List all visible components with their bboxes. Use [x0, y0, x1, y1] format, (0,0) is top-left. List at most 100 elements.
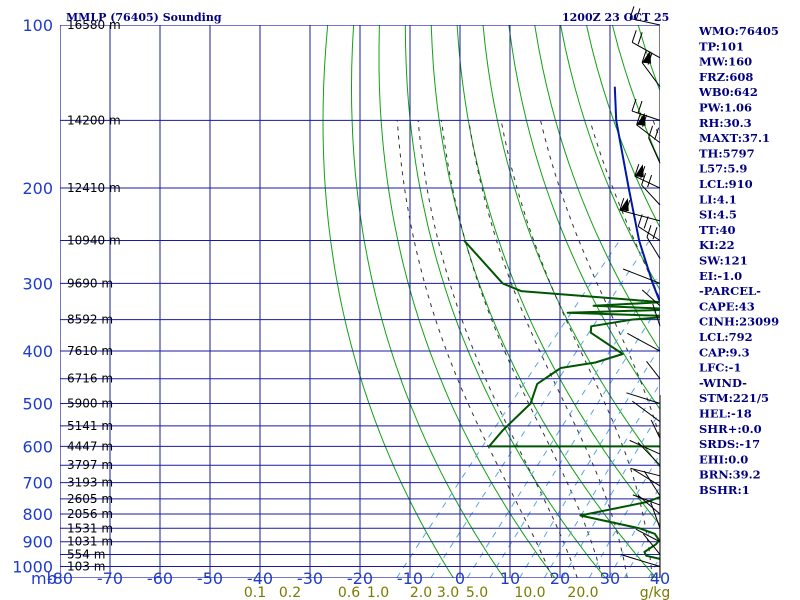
index-ehi: EHI:0.0 [699, 452, 748, 466]
dry-adiabat [560, 25, 660, 291]
height-label: 1531 m [67, 521, 113, 535]
mixing-ratio-label: g/kg [640, 585, 671, 600]
mixing-ratio-label: 20.0 [567, 585, 598, 600]
mixing-ratio-label: 5.0 [466, 585, 488, 600]
mixing-ratio-line [588, 452, 660, 578]
mixing-ratio-line [623, 512, 660, 578]
wind-barb [629, 439, 661, 455]
wind-barb-feather [636, 112, 642, 125]
index-sw: SW:121 [699, 254, 748, 268]
index-cinh: CINH:23099 [699, 315, 779, 329]
mixing-ratio-label: 0.6 [338, 585, 360, 600]
index-cap: CAP:9.3 [699, 345, 750, 359]
temperature-tick-label: -70 [97, 569, 123, 588]
wind-barb [626, 392, 661, 404]
height-label: 5141 m [67, 419, 113, 433]
mixing-ratio-line [608, 485, 660, 578]
wind-barb [643, 470, 661, 496]
mixing-ratio-line [543, 382, 660, 578]
index-th: TH:5797 [699, 146, 755, 160]
wind-barb-feather [637, 32, 643, 45]
wind-barb-pennant [636, 112, 646, 126]
index-ki: KI:22 [699, 238, 735, 252]
wind-barb-pennant [634, 164, 644, 178]
index-lcl: LCL:792 [699, 330, 753, 344]
dry-adiabat [768, 25, 800, 578]
wind-barb [633, 469, 661, 487]
height-label: 16580 m [67, 18, 121, 32]
index-pw: PW:1.06 [699, 101, 752, 115]
parcel-trace [613, 86, 660, 305]
wind-barb [637, 494, 661, 515]
wind-barb-pennant [619, 198, 629, 212]
wind-barb-pennant [642, 50, 652, 64]
height-label: 3797 m [67, 458, 113, 472]
wind-barb [641, 184, 661, 206]
wind-barb [620, 554, 661, 568]
temperature-tick-label: -10 [397, 569, 423, 588]
mixing-ratio-label: 0.2 [279, 585, 301, 600]
mixing-ratio-label: 1.0 [367, 585, 389, 600]
wind-barb-feather [647, 174, 653, 188]
height-label: 5900 m [67, 397, 113, 411]
wind-barb [622, 268, 661, 284]
index-tt: TT:40 [699, 223, 736, 237]
temperature-tick-label: -20 [347, 569, 373, 588]
height-label: 6716 m [67, 372, 113, 386]
height-label: 103 m [67, 560, 105, 574]
moist-adiabat [417, 120, 578, 578]
temperature-tick-label: -40 [247, 569, 273, 588]
wind-barb [650, 502, 661, 529]
time-title: 1200Z 23 OCT 25 [562, 11, 669, 24]
wind-barb-feather [652, 227, 658, 240]
wind-barb [642, 533, 661, 555]
wind-barbs [619, 6, 661, 578]
temperature-tick-label: -60 [147, 569, 173, 588]
pressure-axis-label: mb [31, 569, 57, 588]
index-brn: BRN:39.2 [699, 468, 761, 482]
wind-barb [637, 442, 661, 466]
index-li: LI:4.1 [699, 192, 737, 206]
wind-barb [641, 289, 661, 307]
mixing-ratio-line [562, 410, 660, 578]
wind-barb-feather [637, 214, 643, 227]
wind-barb [632, 494, 661, 506]
wind-barb-feather [637, 100, 643, 114]
wind-barb [629, 17, 661, 26]
dry-adiabat [586, 25, 660, 229]
height-label: 10940 m [67, 233, 121, 247]
index-wmo: WMO:76405 [698, 24, 779, 38]
pressure-level-label: 700 [22, 474, 53, 493]
wind-barb [641, 62, 661, 88]
index-lfc: LFC:-1 [699, 361, 741, 375]
temperature-tick-label: 0 [455, 569, 465, 588]
wind-barb-feather [646, 225, 652, 238]
height-label: 7610 m [67, 344, 113, 358]
wind-barb [627, 332, 661, 352]
wind-barb [648, 137, 661, 164]
index-header: -PARCEL- [699, 284, 761, 298]
temperature-tick-label: 40 [650, 569, 670, 588]
index-frz: FRZ:608 [699, 70, 753, 84]
pressure-level-label: 900 [22, 533, 53, 552]
pressure-level-label: 600 [22, 437, 53, 456]
wind-barb [652, 303, 661, 327]
mixing-ratio-label: 2.0 [410, 585, 432, 600]
background-grid [60, 25, 800, 578]
pressure-level-label: 400 [22, 342, 53, 361]
index-mw: MW:160 [699, 55, 752, 69]
wind-barb-feather [634, 164, 640, 177]
dry-adiabat [378, 25, 556, 578]
index-maxt: MAXT:37.1 [699, 131, 770, 145]
wind-barb [646, 236, 661, 259]
dry-adiabat [350, 25, 505, 578]
wind-barb-feather [654, 127, 660, 140]
mixing-ratio-line [396, 240, 621, 578]
wind-barb-feather [641, 50, 647, 63]
mixing-ratio-label: 0.1 [244, 585, 266, 600]
wind-barb [650, 419, 661, 439]
index-cape: CAPE:43 [699, 299, 755, 313]
index-ei: EI:-1.0 [699, 269, 742, 283]
